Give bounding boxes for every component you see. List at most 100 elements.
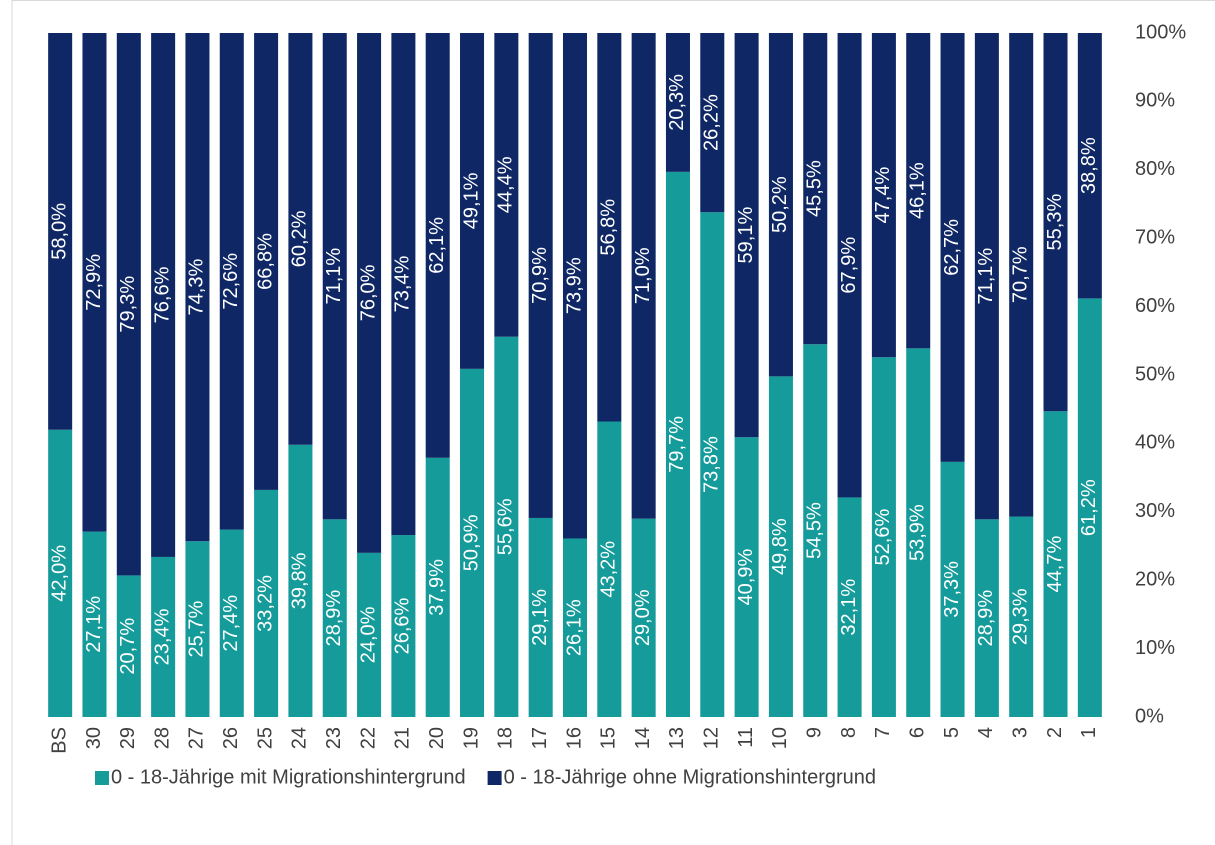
bar-segment	[1043, 33, 1068, 412]
bar-segment	[768, 33, 793, 377]
bar-segment	[700, 33, 725, 213]
data-label: 74,3%	[186, 259, 208, 316]
bar-segment	[1043, 411, 1068, 717]
x-tick-label: 27	[186, 727, 208, 749]
bar-segment	[288, 444, 313, 717]
bar-segment	[528, 517, 553, 717]
bar-segment	[871, 33, 896, 358]
data-label: 73,8%	[701, 436, 723, 493]
data-label: 27,4%	[220, 595, 242, 652]
data-label: 38,8%	[1078, 137, 1100, 194]
legend-label: 0 - 18-Jährige ohne Migrationshintergrun…	[504, 766, 876, 788]
data-label: 66,8%	[254, 233, 276, 290]
bar-segment	[460, 33, 485, 369]
bar-segment	[665, 33, 690, 172]
data-label: 42,0%	[48, 545, 70, 602]
data-label: 55,3%	[1044, 194, 1066, 251]
data-label: 50,2%	[769, 176, 791, 233]
data-label: 47,4%	[872, 167, 894, 224]
bar-segment	[1077, 33, 1102, 299]
data-label: 39,8%	[289, 552, 311, 609]
data-label: 62,7%	[941, 219, 963, 276]
y-tick-label: 0%	[1135, 705, 1164, 727]
x-tick-label: 24	[289, 727, 311, 749]
data-label: 54,5%	[804, 502, 826, 559]
x-tick-label: 11	[735, 727, 757, 748]
x-tick-label: 22	[357, 727, 379, 749]
data-label: 73,4%	[392, 255, 414, 312]
x-tick-label: 16	[563, 727, 585, 749]
bar-segment	[837, 497, 862, 717]
x-tick-label: 3	[1009, 727, 1031, 738]
data-label: 72,9%	[83, 254, 105, 311]
bar-segment	[803, 33, 828, 345]
x-tick-label: 28	[151, 727, 173, 749]
data-label: 79,3%	[117, 276, 139, 333]
data-label: 50,9%	[460, 514, 482, 571]
data-label: 58,0%	[48, 203, 70, 260]
bar-segment	[425, 33, 450, 458]
x-tick-label: BS	[48, 727, 70, 754]
data-label: 61,2%	[1078, 479, 1100, 536]
data-label: 76,0%	[357, 264, 379, 321]
bar-segment	[906, 348, 931, 717]
data-label: 67,9%	[838, 237, 860, 294]
bar-segment	[940, 33, 965, 462]
bar-segment	[48, 33, 73, 430]
bar-segment	[1077, 298, 1102, 717]
bar-segment	[322, 33, 347, 520]
data-label: 23,4%	[151, 608, 173, 665]
x-tick-label: 12	[701, 727, 723, 749]
data-label: 60,2%	[289, 210, 311, 267]
bar-segment	[734, 33, 759, 438]
bar-segment	[82, 33, 107, 532]
legend-swatch	[95, 771, 109, 785]
x-tick-label: 4	[975, 727, 997, 738]
bar-segment	[288, 33, 313, 445]
x-tick-label: 30	[83, 727, 105, 749]
x-tick-label: 26	[220, 727, 242, 749]
bar-segment	[391, 535, 416, 717]
y-tick-label: 100%	[1135, 21, 1186, 43]
bar-segment	[803, 344, 828, 717]
data-label: 26,1%	[563, 599, 585, 656]
data-label: 46,1%	[907, 162, 929, 219]
data-label: 24,0%	[357, 606, 379, 663]
data-label: 28,9%	[975, 590, 997, 647]
bar-segment	[906, 33, 931, 349]
bar-segment	[871, 357, 896, 717]
data-label: 37,3%	[941, 561, 963, 618]
x-tick-label: 13	[666, 727, 688, 749]
data-label: 45,5%	[804, 160, 826, 217]
y-tick-label: 10%	[1135, 637, 1175, 659]
x-tick-label: 23	[323, 727, 345, 749]
data-label: 72,6%	[220, 253, 242, 310]
bar-segment	[357, 552, 382, 717]
data-label: 79,7%	[666, 416, 688, 473]
data-label: 20,7%	[117, 618, 139, 675]
y-tick-label: 60%	[1135, 295, 1175, 317]
bar-segment	[460, 368, 485, 717]
bar-segment	[322, 519, 347, 717]
data-label: 71,1%	[975, 248, 997, 305]
data-label: 62,1%	[426, 217, 448, 274]
data-label: 49,1%	[460, 172, 482, 229]
legend-label: 0 - 18-Jährige mit Migrationshintergrund	[111, 766, 466, 788]
bar-segment	[940, 461, 965, 717]
bar-segment	[151, 33, 176, 557]
x-tick-label: 29	[117, 727, 139, 749]
y-tick-label: 90%	[1135, 90, 1175, 112]
bar-segment	[494, 33, 519, 337]
data-label: 70,7%	[1009, 246, 1031, 303]
data-label: 40,9%	[735, 549, 757, 606]
bar-segment	[562, 33, 588, 539]
y-tick-label: 80%	[1135, 158, 1175, 180]
data-label: 26,2%	[701, 94, 723, 151]
bar-segment	[116, 575, 141, 717]
bar-segment	[597, 33, 622, 422]
bar-segment	[631, 518, 656, 717]
data-label: 55,6%	[495, 498, 517, 555]
data-label: 33,2%	[254, 575, 276, 632]
data-label: 73,9%	[563, 257, 585, 314]
